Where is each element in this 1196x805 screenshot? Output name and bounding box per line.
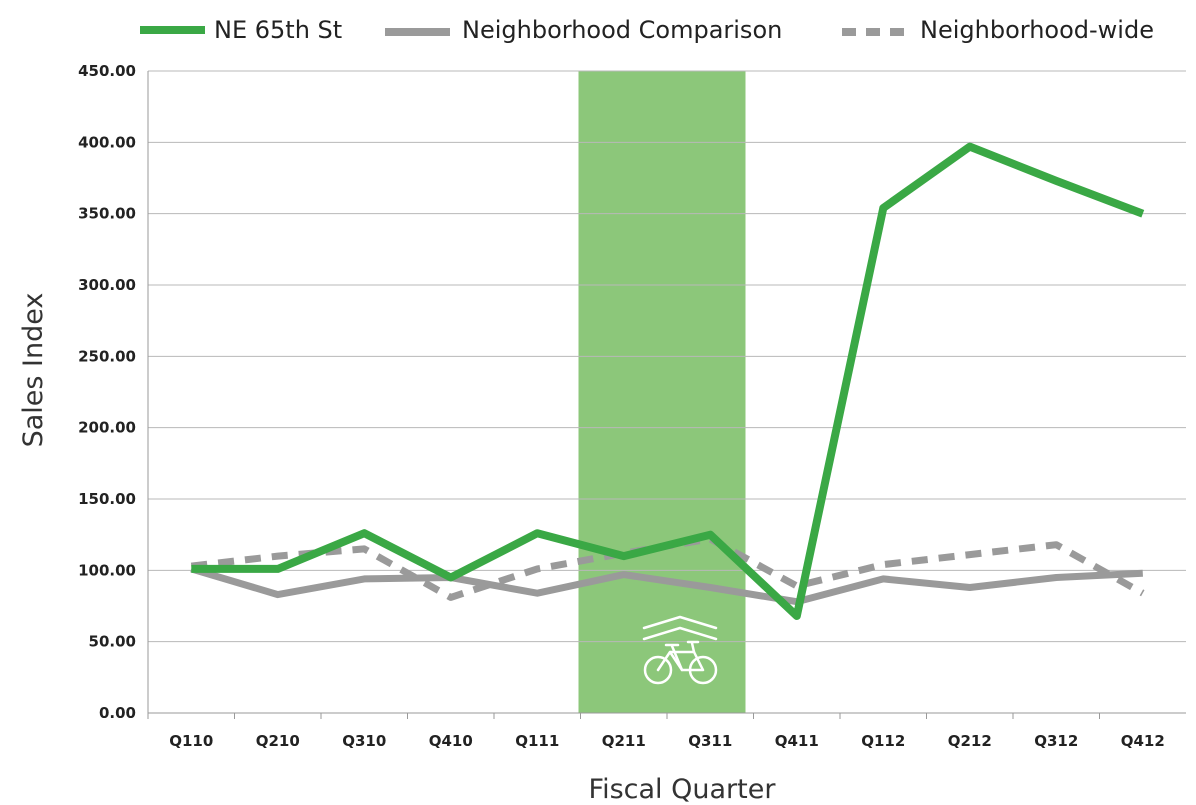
x-tick-label: Q311	[688, 732, 732, 750]
legend-entry-neighborhood-wide: Neighborhood-wide	[842, 16, 1154, 44]
series-line-ne-65th-st	[191, 142, 1145, 620]
chevron-icon-2	[642, 626, 718, 641]
y-tick-label: 150.00	[78, 490, 136, 508]
y-tick-label: 100.00	[78, 561, 136, 579]
series-line-neighborhood-comparison	[190, 565, 1143, 606]
legend: NE 65th St Neighborhood Comparison Neigh…	[140, 16, 1154, 44]
y-tick-label: 200.00	[78, 419, 136, 437]
x-tick-label: Q110	[169, 732, 213, 750]
bike-seat-post	[670, 644, 684, 672]
x-tick-label: Q412	[1121, 732, 1165, 750]
y-tick-label: 450.00	[78, 62, 136, 80]
x-tick-label: Q212	[948, 732, 992, 750]
y-tick-label: 0.00	[99, 704, 136, 722]
gridlines	[147, 70, 1186, 714]
y-axis-ticks: 0.00 50.00 100.00 150.00 200.00 250.00 300.00 3…	[78, 62, 136, 722]
x-axis-ticks: Q110 Q210 Q310 Q410 Q111 Q211 Q311 Q411 Q112 Q212…	[147, 713, 1165, 750]
series-lines	[190, 142, 1145, 620]
y-tick-label: 300.00	[78, 276, 136, 294]
x-tick-label: Q310	[342, 732, 386, 750]
y-tick-label: 400.00	[78, 133, 136, 151]
y-axis-title: Sales Index	[18, 293, 49, 448]
bike-fork	[690, 641, 696, 654]
legend-label-neighborhood-comparison: Neighborhood Comparison	[462, 16, 782, 44]
y-tick-label: 250.00	[78, 347, 136, 365]
x-tick-label: Q210	[256, 732, 300, 750]
x-tick-label: Q112	[861, 732, 905, 750]
legend-entry-ne-65th-st: NE 65th St	[140, 16, 342, 44]
bike-lane-icon	[642, 615, 718, 685]
x-tick-label: Q111	[515, 732, 559, 750]
x-tick-label: Q410	[429, 732, 473, 750]
bike-lane-period-highlight	[578, 71, 746, 713]
highlight-band	[578, 71, 746, 713]
x-axis-title: Fiscal Quarter	[589, 774, 777, 805]
x-tick-label: Q312	[1034, 732, 1078, 750]
y-tick-label: 350.00	[78, 205, 136, 223]
legend-label-ne-65th-st: NE 65th St	[214, 16, 342, 44]
bike-wheel-left	[643, 655, 673, 685]
legend-label-neighborhood-wide: Neighborhood-wide	[920, 16, 1154, 44]
chevron-icon-1	[642, 615, 718, 630]
x-tick-label: Q211	[602, 732, 646, 750]
x-tick-label: Q411	[775, 732, 819, 750]
legend-entry-neighborhood-comparison: Neighborhood Comparison	[385, 16, 782, 44]
y-tick-label: 50.00	[89, 633, 136, 651]
